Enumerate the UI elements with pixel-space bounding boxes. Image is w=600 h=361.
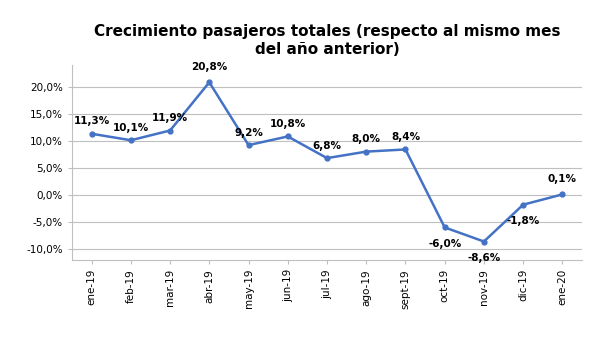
Text: 6,8%: 6,8%: [313, 141, 341, 151]
Text: 10,1%: 10,1%: [113, 123, 149, 133]
Text: 11,9%: 11,9%: [152, 113, 188, 123]
Text: -6,0%: -6,0%: [428, 239, 461, 249]
Text: 8,0%: 8,0%: [352, 134, 381, 144]
Text: -1,8%: -1,8%: [506, 216, 540, 226]
Text: -8,6%: -8,6%: [467, 253, 500, 263]
Text: 10,8%: 10,8%: [269, 119, 306, 129]
Text: 0,1%: 0,1%: [548, 174, 577, 184]
Text: 8,4%: 8,4%: [391, 132, 420, 142]
Text: 9,2%: 9,2%: [234, 128, 263, 138]
Title: Crecimiento pasajeros totales (respecto al mismo mes
del año anterior): Crecimiento pasajeros totales (respecto …: [94, 25, 560, 57]
Text: 20,8%: 20,8%: [191, 62, 227, 72]
Text: 11,3%: 11,3%: [73, 116, 110, 126]
